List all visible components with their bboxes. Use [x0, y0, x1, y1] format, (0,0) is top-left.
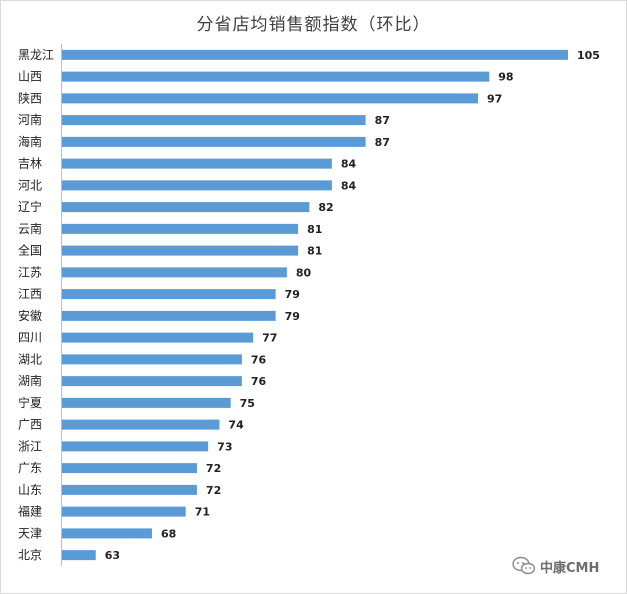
category-label: 宁夏 — [18, 395, 42, 410]
value-label: 76 — [251, 353, 267, 366]
bar — [62, 93, 479, 104]
bar — [62, 506, 186, 517]
category-label: 福建 — [18, 504, 42, 519]
category-label: 吉林 — [18, 157, 42, 171]
value-label: 84 — [341, 158, 357, 171]
category-label: 广西 — [18, 418, 42, 432]
value-label: 81 — [307, 245, 322, 258]
bar — [62, 397, 231, 408]
category-label: 河北 — [18, 178, 42, 192]
bar — [62, 354, 242, 365]
value-label: 77 — [262, 332, 277, 345]
category-label: 黑龙江 — [18, 48, 54, 62]
bar — [62, 550, 96, 561]
category-label: 江苏 — [18, 265, 42, 279]
bar — [62, 136, 366, 147]
value-label: 80 — [296, 266, 312, 279]
bar — [62, 484, 197, 495]
bar — [62, 180, 332, 191]
bar — [62, 441, 209, 452]
value-label: 82 — [318, 201, 333, 214]
bar — [62, 245, 299, 256]
category-label: 广东 — [18, 461, 42, 475]
value-label: 72 — [206, 462, 221, 475]
bars-group: 黑龙江 105 山西 98 陕西 97 河南 87 海南 87 吉林 84 河北 84 辽宁 82 云南 81 全国… — [18, 48, 600, 562]
chart-title: 分省店均销售额指数（环比） — [196, 15, 431, 35]
bar — [62, 71, 490, 82]
bar — [62, 332, 254, 343]
bar — [62, 289, 276, 300]
value-label: 73 — [217, 440, 232, 453]
bar — [62, 463, 197, 474]
value-label: 81 — [307, 223, 322, 236]
value-label: 71 — [195, 506, 210, 519]
value-label: 97 — [487, 92, 502, 105]
bar — [62, 267, 287, 278]
bar — [62, 223, 299, 234]
category-label: 全国 — [18, 243, 42, 258]
value-label: 68 — [161, 527, 176, 540]
wechat-icon — [512, 556, 536, 575]
category-label: 河南 — [18, 112, 42, 127]
value-label: 87 — [375, 136, 390, 149]
value-label: 98 — [498, 71, 513, 84]
category-label: 陕西 — [18, 90, 42, 105]
value-label: 79 — [285, 310, 300, 323]
watermark-text: 中康CMH — [540, 560, 600, 576]
category-label: 安徽 — [18, 308, 42, 323]
bar — [62, 202, 310, 213]
value-label: 84 — [341, 179, 357, 192]
bar — [62, 376, 242, 387]
category-label: 江西 — [18, 287, 42, 301]
bar — [62, 49, 568, 60]
value-label: 76 — [251, 375, 267, 388]
category-label: 四川 — [18, 331, 42, 345]
value-label: 79 — [285, 288, 300, 301]
watermark: 中康CMH — [512, 556, 599, 576]
category-label: 山东 — [18, 483, 42, 497]
category-label: 天津 — [18, 526, 42, 540]
category-label: 辽宁 — [18, 199, 42, 214]
bar — [62, 158, 332, 169]
value-label: 74 — [228, 419, 244, 432]
value-label: 63 — [105, 549, 120, 562]
category-label: 湖北 — [18, 351, 42, 366]
category-label: 浙江 — [18, 439, 42, 453]
bar — [62, 310, 276, 321]
value-label: 87 — [375, 114, 390, 127]
category-label: 海南 — [18, 134, 42, 149]
bar — [62, 419, 220, 430]
value-label: 75 — [240, 397, 255, 410]
value-label: 72 — [206, 484, 221, 497]
category-label: 山西 — [18, 70, 42, 84]
category-label: 湖南 — [18, 373, 42, 388]
category-label: 云南 — [18, 221, 42, 236]
category-label: 北京 — [18, 548, 42, 562]
bar — [62, 528, 152, 539]
bar — [62, 115, 366, 126]
value-label: 105 — [577, 49, 600, 62]
